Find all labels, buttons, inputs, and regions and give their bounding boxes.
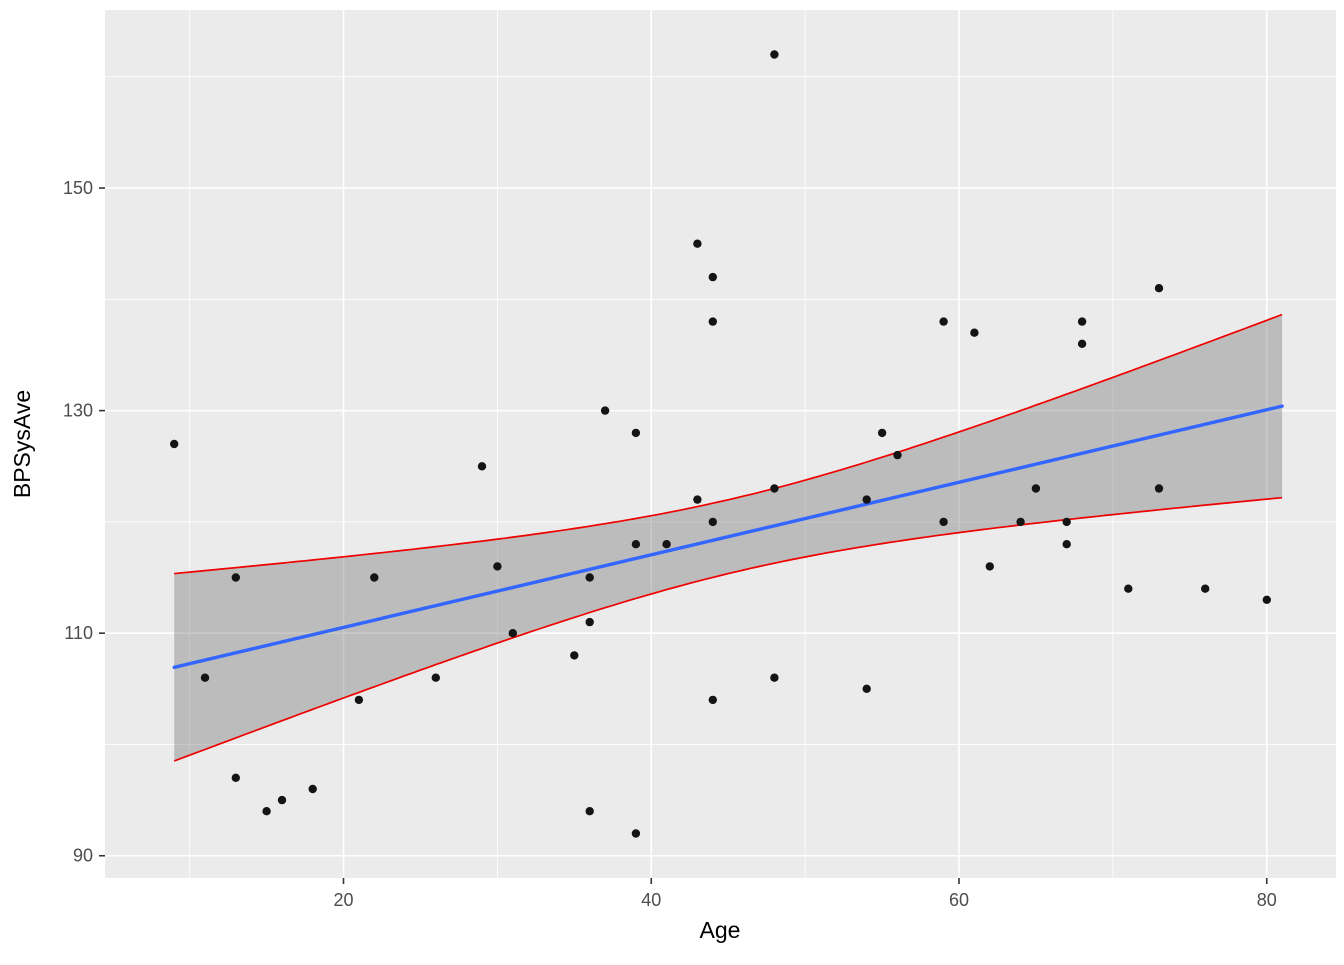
data-point (585, 807, 594, 816)
x-tick-label: 20 (333, 890, 353, 910)
data-point (431, 673, 440, 682)
data-point (1062, 540, 1071, 549)
x-tick-label: 80 (1257, 890, 1277, 910)
data-point (231, 773, 240, 782)
y-tick-label: 90 (73, 846, 93, 866)
data-point (708, 272, 717, 282)
data-point (1154, 484, 1164, 493)
fit-line (172, 404, 1284, 669)
data-point (585, 573, 594, 582)
data-point (1124, 584, 1133, 593)
data-point (570, 651, 579, 660)
data-point (200, 673, 210, 682)
data-point (970, 328, 979, 337)
data-point (585, 617, 594, 627)
data-point (985, 562, 994, 571)
data-point (1031, 484, 1041, 493)
data-point (770, 50, 779, 59)
plot-panel (105, 10, 1336, 878)
data-point (939, 317, 948, 326)
x-axis-title: Age (700, 917, 741, 943)
data-point (600, 406, 610, 415)
ci-lower-line (173, 496, 1283, 762)
data-point (631, 829, 641, 838)
data-point (939, 517, 948, 527)
data-point (708, 695, 717, 705)
confidence-interval-borders (173, 313, 1283, 762)
axis-tick-labels: 20 40 60 80 90 110 130 150 (63, 178, 1277, 910)
data-point (262, 807, 271, 816)
data-point (1077, 339, 1087, 348)
data-point (1062, 517, 1071, 527)
data-point (631, 428, 641, 438)
data-point (1154, 284, 1164, 293)
data-point (277, 795, 287, 805)
x-tick-label: 60 (949, 890, 969, 910)
data-points (170, 50, 1272, 838)
data-point (170, 439, 179, 449)
y-tick-label: 130 (63, 401, 93, 421)
y-tick-label: 150 (63, 178, 93, 198)
data-point (770, 673, 779, 682)
data-point (893, 450, 902, 460)
minor-gridlines (105, 10, 1336, 878)
data-point (708, 517, 717, 527)
data-point (308, 784, 317, 794)
data-point (354, 695, 364, 705)
data-point (1262, 595, 1272, 604)
data-point (631, 540, 641, 549)
data-point (231, 573, 240, 582)
data-point (1077, 317, 1087, 326)
data-point (877, 428, 887, 438)
data-point (708, 317, 717, 326)
major-gridlines (105, 10, 1336, 878)
data-point (770, 484, 779, 493)
data-point (693, 495, 702, 504)
data-point (662, 540, 671, 549)
data-point (862, 684, 871, 693)
data-point (1201, 584, 1210, 593)
y-tick-label: 110 (64, 623, 93, 643)
data-point (1016, 517, 1025, 527)
x-tick-label: 40 (641, 890, 661, 910)
data-point (477, 462, 487, 471)
axis-tick-marks (99, 187, 1268, 884)
ci-upper-line (174, 313, 1283, 575)
y-axis-title: BPSysAve (9, 390, 35, 498)
data-point (693, 239, 702, 248)
regression-line (172, 404, 1284, 669)
data-point (508, 629, 517, 638)
data-point (493, 562, 502, 571)
data-point (370, 573, 379, 582)
data-point (862, 495, 871, 504)
